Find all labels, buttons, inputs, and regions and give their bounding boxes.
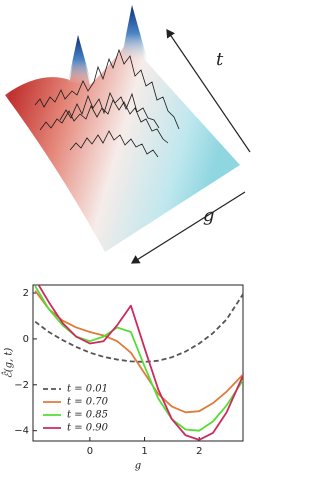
series-group — [34, 285, 243, 441]
legend-label: t = 0.85 — [67, 410, 108, 421]
y-tick-label: 0 — [23, 334, 29, 345]
series-line — [34, 290, 243, 414]
surface-panel: t g — [5, 5, 251, 264]
x-tick-label: 2 — [196, 446, 202, 457]
legend-label: t = 0.70 — [67, 397, 109, 408]
surface-peak — [122, 5, 148, 62]
x-axis-label: g — [135, 461, 141, 472]
figure: t g g ℰ̂(g, t) 0 1 2 −4 −2 0 2 t = 0.01 t = 0.70… — [2, 5, 251, 472]
page: {"surface_panel": {"t_label": "t", "g_la… — [1, 5, 251, 472]
surface-peak — [68, 35, 92, 85]
y-axis-label: ℰ̂(g, t) — [2, 348, 15, 379]
y-tick-label: −4 — [14, 426, 29, 437]
t-arrow — [166, 29, 251, 153]
g-arrow — [130, 191, 246, 264]
y-tick-label: −2 — [14, 380, 29, 391]
legend-label: t = 0.01 — [67, 384, 108, 395]
series-line — [34, 293, 243, 363]
line-plot: g ℰ̂(g, t) 0 1 2 −4 −2 0 2 t = 0.01 t = 0.70 t = … — [2, 284, 244, 472]
series-line — [37, 285, 243, 441]
y-tick-label: 2 — [23, 288, 29, 299]
t-arrow-label: t — [216, 49, 224, 70]
surface — [5, 5, 240, 252]
x-tick-label: 1 — [141, 446, 147, 457]
x-tick-label: 0 — [87, 446, 93, 457]
g-arrow-label: g — [203, 205, 215, 226]
plot-frame — [32, 284, 244, 442]
legend-label: t = 0.90 — [67, 423, 109, 434]
trajectories — [34, 48, 180, 158]
